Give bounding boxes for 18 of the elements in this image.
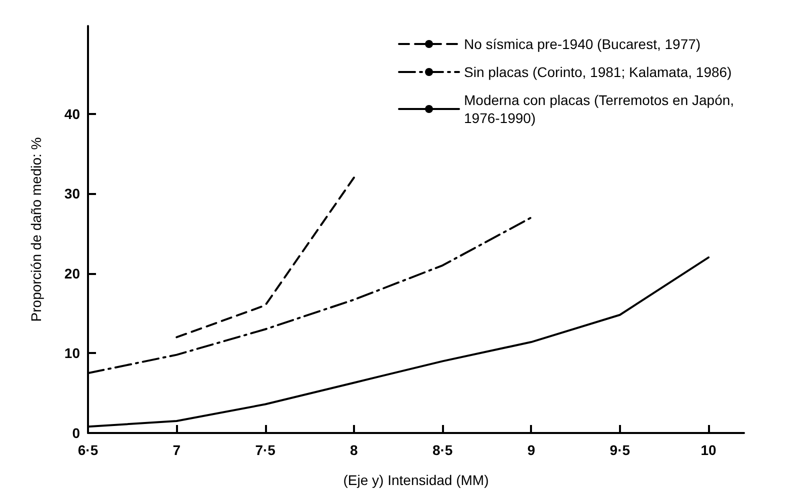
y-tick-label: 40 (64, 106, 80, 122)
y-tick-label: 0 (72, 425, 80, 441)
x-tick-label: 9·5 (610, 442, 630, 458)
x-tick-label: 8·5 (432, 442, 453, 458)
x-tick-label: 7·5 (255, 442, 276, 458)
x-tick-label: 7 (172, 442, 181, 458)
y-tick-label: 20 (64, 265, 80, 282)
legend-label: No sísmica pre-1940 (Bucarest, 1977) (464, 36, 701, 52)
x-tick-label: 9 (527, 442, 536, 458)
legend-label: Moderna con placas (Terremotos en Japón, 1976-1990) (464, 92, 738, 126)
legend-label: Sin placas (Corinto, 1981; Kalamata, 1986) (464, 64, 732, 80)
x-tick-label: 8 (350, 442, 358, 458)
x-axis-title: (Eje y) Intensidad (MM) (343, 472, 489, 488)
x-tick-label: 6·5 (78, 442, 98, 458)
y-axis-title: Proporción de daño medio: % (28, 137, 44, 322)
x-tick-label: 10 (700, 442, 717, 458)
y-tick-label: 30 (64, 186, 80, 202)
y-tick-label: 10 (64, 345, 80, 362)
